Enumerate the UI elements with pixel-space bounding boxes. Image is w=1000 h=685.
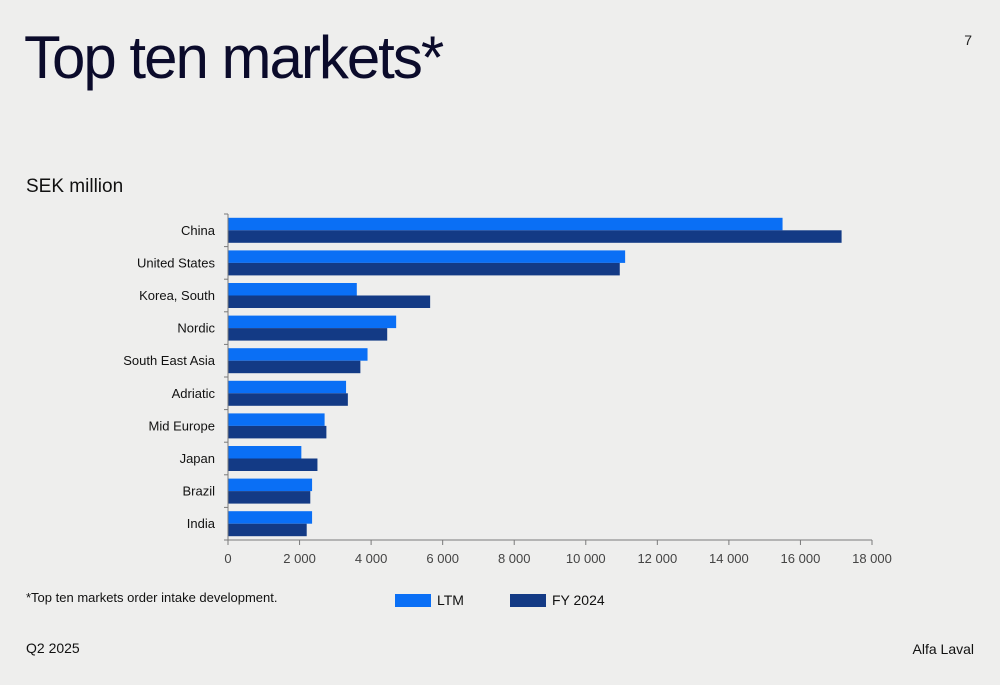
x-tick-label: 18 000: [852, 551, 892, 566]
bar-ltm: [228, 217, 783, 231]
x-tick-label: 0: [224, 551, 231, 566]
bar-fy2024: [228, 491, 311, 504]
slide-title: Top ten markets*: [24, 24, 444, 91]
category-label: Japan: [180, 451, 215, 466]
chart-legend: LTM FY 2024: [395, 592, 605, 608]
legend-swatch-ltm: [395, 593, 431, 607]
bar-ltm: [228, 478, 313, 492]
bar-ltm: [228, 380, 347, 394]
bar-ltm: [228, 413, 325, 426]
legend-item-fy2024: FY 2024: [509, 592, 605, 608]
bar-ltm: [228, 348, 368, 361]
category-label: China: [181, 223, 216, 238]
bar-ltm: [228, 315, 397, 329]
bar-fy2024: [228, 393, 348, 406]
category-label: Korea, South: [139, 288, 215, 303]
bar-chart: China United States Korea, South Nordic Sout…: [123, 213, 892, 566]
bar-fy2024: [228, 523, 307, 537]
category-label: South East Asia: [123, 353, 216, 368]
bar-ltm: [228, 511, 313, 524]
bar-fy2024: [228, 425, 327, 439]
legend-label-ltm: LTM: [437, 592, 464, 608]
legend-label-fy2024: FY 2024: [551, 592, 605, 608]
bar-ltm: [228, 283, 357, 296]
x-tick-label: 2 000: [283, 551, 316, 566]
bar-fy2024: [228, 295, 431, 308]
bar-fy2024: [228, 458, 318, 471]
bar-ltm: [228, 250, 626, 263]
bar-fy2024: [228, 360, 361, 374]
x-tick-label: 10 000: [566, 551, 606, 566]
x-tick-label: 12 000: [637, 551, 677, 566]
bar-fy2024: [228, 230, 842, 243]
category-label: Adriatic: [172, 386, 216, 401]
x-tick-label: 4 000: [355, 551, 388, 566]
bar-fy2024: [228, 328, 388, 341]
legend-swatch-fy2024: [509, 593, 546, 607]
page-number: 7: [964, 32, 972, 48]
x-tick-label: 16 000: [781, 551, 821, 566]
category-label: India: [187, 516, 216, 531]
x-tick-label: 14 000: [709, 551, 749, 566]
bar-ltm: [228, 446, 302, 459]
category-label: Nordic: [177, 321, 215, 336]
bar-fy2024: [228, 262, 620, 276]
category-label: Mid Europe: [149, 418, 215, 433]
footer-period: Q2 2025: [26, 640, 80, 656]
unit-label: SEK million: [26, 176, 124, 197]
category-label: Brazil: [182, 484, 215, 499]
x-tick-label: 6 000: [426, 551, 459, 566]
x-tick-label: 8 000: [498, 551, 531, 566]
category-label: United States: [137, 255, 216, 270]
footer-brand: Alfa Laval: [912, 641, 974, 657]
legend-item-ltm: LTM: [395, 592, 464, 608]
footnote: *Top ten markets order intake developmen…: [26, 590, 278, 605]
